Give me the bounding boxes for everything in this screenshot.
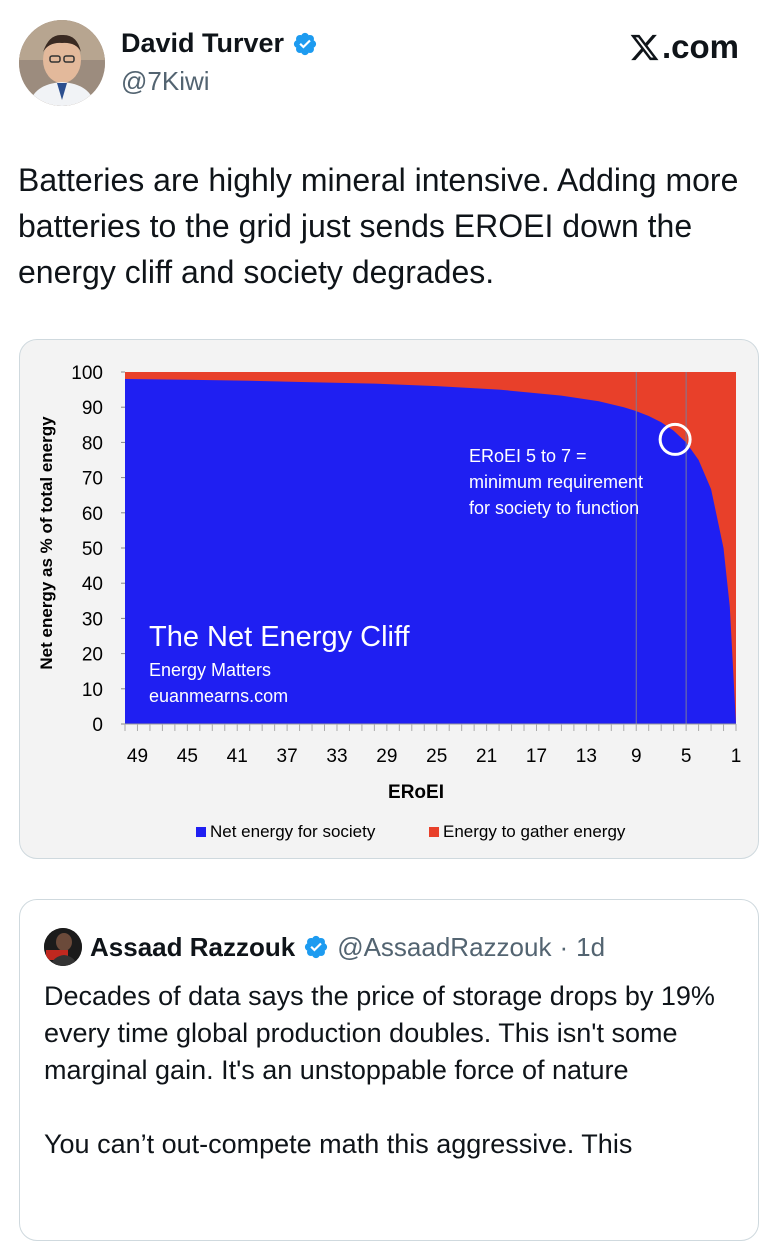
- x-tick-label: 25: [426, 746, 447, 767]
- legend-swatch: [196, 827, 206, 837]
- author-name[interactable]: David Turver: [121, 28, 318, 59]
- x-tick-label: 37: [277, 746, 298, 767]
- y-tick-label: 30: [82, 609, 103, 630]
- x-tick-label: 17: [526, 746, 547, 767]
- annotation-text-line: for society to function: [469, 498, 639, 518]
- y-tick-label: 60: [82, 504, 103, 525]
- chart-title: The Net Energy Cliff: [149, 621, 411, 653]
- x-logo-icon: [630, 34, 659, 60]
- quoted-tweet-header: Assaad Razzouk @AssaadRazzouk · 1d: [44, 928, 605, 966]
- tweet-media-chart[interactable]: 0 10 20 30 40 50 60 70 80 90 100 49 45 41 37 33 29 25 21 1…: [19, 339, 759, 859]
- y-tick-label: 40: [82, 574, 103, 595]
- x-tick-label: 9: [631, 746, 642, 767]
- quoted-author-avatar[interactable]: [44, 928, 82, 966]
- x-tick-label: 41: [227, 746, 248, 767]
- x-tick-label: 5: [681, 746, 692, 767]
- legend-label: Net energy for society: [210, 822, 376, 841]
- quoted-author-name[interactable]: Assaad Razzouk: [90, 931, 296, 962]
- net-energy-cliff-chart: 0 10 20 30 40 50 60 70 80 90 100 49 45 41 37 33 29 25 21 1…: [37, 363, 742, 841]
- y-tick-label: 90: [82, 398, 103, 419]
- y-tick-label: 20: [82, 645, 103, 666]
- x-logo-text: .com: [661, 28, 739, 65]
- x-tick-label: 45: [177, 746, 198, 767]
- chart-subtitle-line: euanmearns.com: [149, 686, 288, 706]
- y-tick-label: 10: [82, 680, 103, 701]
- quoted-tweet-text: Decades of data says the price of storag…: [44, 981, 715, 1159]
- x-tick-label: 49: [127, 746, 148, 767]
- verified-badge-icon: [305, 935, 328, 959]
- author-handle[interactable]: @7Kiwi: [121, 66, 210, 96]
- y-tick-label: 80: [82, 433, 103, 454]
- series-area-net-energy: [125, 379, 736, 724]
- y-tick-label: 50: [82, 539, 103, 560]
- author-avatar[interactable]: [19, 20, 105, 106]
- x-tick-label: 21: [476, 746, 497, 767]
- timestamp-separator: ·: [559, 931, 569, 962]
- x-logo[interactable]: .com: [629, 28, 739, 66]
- annotation-circle: [658, 422, 692, 456]
- legend-label: Energy to gather energy: [443, 822, 626, 841]
- quoted-tweet[interactable]: Assaad Razzouk @AssaadRazzouk · 1d Decad…: [19, 899, 759, 1241]
- x-tick-label: 13: [576, 746, 597, 767]
- y-axis-label: Net energy as % of total energy: [37, 416, 56, 670]
- y-tick-label: 70: [82, 469, 103, 490]
- quoted-timestamp[interactable]: 1d: [576, 931, 606, 962]
- y-tick-label: 100: [71, 363, 103, 384]
- chart-subtitle-line: Energy Matters: [149, 660, 271, 680]
- x-tick-label: 29: [376, 746, 397, 767]
- tweet-text: Batteries are highly mineral intensive. …: [18, 162, 739, 290]
- quoted-author-handle[interactable]: @AssaadRazzouk: [337, 931, 552, 962]
- verified-badge-icon: [293, 32, 317, 55]
- y-tick-label: 0: [92, 715, 103, 736]
- annotation-text-line: ERoEI 5 to 7 =: [469, 446, 587, 466]
- annotation-text-line: minimum requirement: [469, 472, 643, 492]
- x-axis-label: ERoEI: [388, 782, 444, 803]
- x-tick-label: 33: [326, 746, 347, 767]
- legend-swatch: [429, 827, 439, 837]
- x-tick-label: 1: [731, 746, 742, 767]
